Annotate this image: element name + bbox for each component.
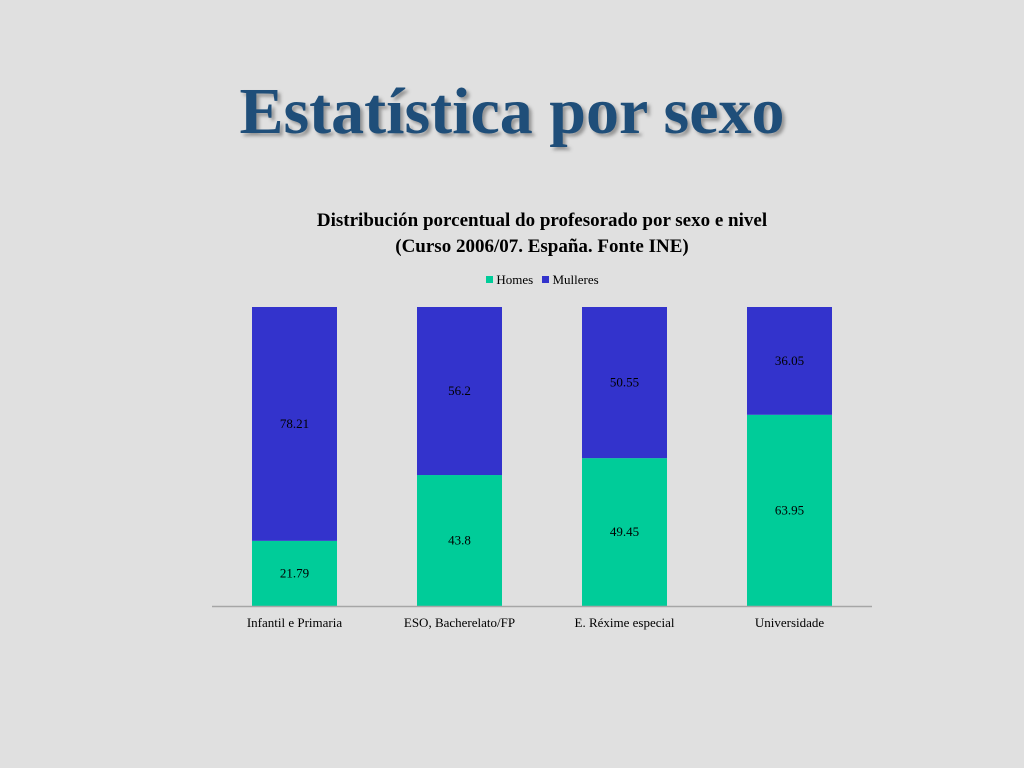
legend-item-mulleres: Mulleres bbox=[542, 271, 599, 288]
chart-title-line-2: (Curso 2006/07. España. Fonte INE) bbox=[395, 236, 689, 257]
x-tick-label-eso-bacherelato-fp: ESO, Bacherelato/FP bbox=[404, 615, 515, 630]
bar-homes-eso-bacherelato-fp bbox=[417, 475, 502, 606]
data-label-homes-eso-bacherelato-fp: 43.8 bbox=[448, 533, 471, 548]
legend-label-mulleres: Mulleres bbox=[552, 271, 599, 287]
x-tick-label-e-rexime-especial: E. Réxime especial bbox=[575, 615, 675, 630]
bar-homes-e-rexime-especial bbox=[582, 458, 667, 606]
bar-mulleres-eso-bacherelato-fp bbox=[417, 307, 502, 476]
chart-title: Distribución porcentual do profesorado p… bbox=[212, 208, 872, 260]
data-label-mulleres-eso-bacherelato-fp: 56.2 bbox=[448, 383, 471, 398]
legend-label-homes: Homes bbox=[496, 271, 534, 287]
legend-item-homes: Homes bbox=[486, 272, 533, 288]
bar-mulleres-infantil-e-primaria bbox=[252, 307, 337, 541]
bar-homes-universidade bbox=[747, 414, 832, 606]
x-tick-label-infantil-e-primaria: Infantil e Primaria bbox=[247, 615, 343, 630]
data-label-mulleres-infantil-e-primaria: 78.21 bbox=[280, 416, 309, 431]
data-label-homes-infantil-e-primaria: 21.79 bbox=[280, 565, 309, 580]
slide-title: Estatística por sexo bbox=[239, 75, 785, 148]
x-tick-label-universidade: Universidade bbox=[755, 615, 825, 630]
chart-legend: Homes Mulleres bbox=[0, 271, 1024, 288]
bar-mulleres-universidade bbox=[747, 307, 832, 415]
chart-title-line-1: Distribución porcentual do profesorado p… bbox=[316, 210, 768, 231]
legend-swatch-mulleres bbox=[542, 276, 550, 283]
bar-mulleres-e-rexime-especial bbox=[582, 307, 667, 459]
data-label-mulleres-e-rexime-especial: 50.55 bbox=[610, 375, 639, 390]
data-label-homes-universidade: 63.95 bbox=[775, 502, 804, 517]
legend-swatch-homes bbox=[486, 276, 494, 283]
data-label-mulleres-universidade: 36.05 bbox=[775, 353, 804, 368]
data-label-homes-e-rexime-especial: 49.45 bbox=[610, 524, 639, 539]
bar-homes-infantil-e-primaria bbox=[252, 540, 337, 606]
